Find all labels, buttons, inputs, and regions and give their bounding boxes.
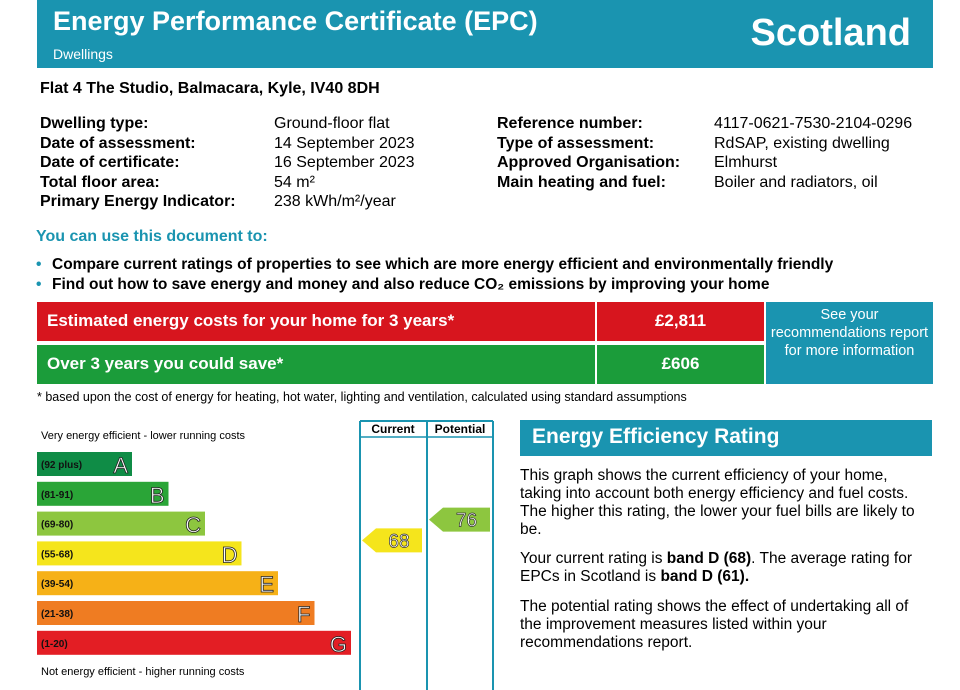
detail-label: Dwelling type:	[40, 115, 149, 132]
list-item: • Find out how to save energy and money a…	[36, 276, 770, 293]
band-g-bar	[37, 630, 351, 655]
detail-value: Boiler and radiators, oil	[714, 173, 878, 191]
band-letter-label: D	[222, 542, 238, 567]
band-range-label: (69-80)	[41, 520, 73, 531]
detail-value: 16 September 2023	[274, 154, 415, 171]
detail-label: Date of certificate:	[40, 154, 180, 171]
estimated-cost-row: Estimated energy costs for your home for…	[37, 302, 764, 341]
detail-label: Type of assessment:	[497, 134, 655, 152]
band-range-label: (81-91)	[41, 490, 73, 501]
band-range-label: (92 plus)	[41, 460, 82, 471]
details-right: Reference number: 4117-0621-7530-2104-029…	[497, 114, 912, 192]
eer-paragraph-1: This graph shows the current efficiency …	[520, 467, 915, 538]
average-band-text: band D (61).	[660, 568, 750, 585]
saving-label: Over 3 years you could save*	[47, 354, 284, 373]
footnote: * based upon the cost of energy for heat…	[37, 390, 687, 404]
country-label: Scotland	[750, 12, 911, 54]
detail-label: Main heating and fuel:	[497, 173, 666, 191]
estimated-cost-value: £2,811	[595, 302, 764, 341]
estimated-cost-label: Estimated energy costs for your home for…	[47, 311, 455, 330]
property-address: Flat 4 The Studio, Balmacara, Kyle, IV40…	[40, 80, 380, 97]
detail-value: 238 kWh/m²/year	[274, 193, 396, 210]
list-item: • Compare current ratings of properties t…	[36, 256, 834, 273]
detail-label: Date of assessment:	[40, 134, 196, 152]
page-subtitle: Dwellings	[53, 46, 113, 62]
energy-rating-chart: Current Potential Very energy efficient …	[37, 420, 494, 690]
page-title: Energy Performance Certificate (EPC)	[53, 6, 538, 36]
potential-column-header: Potential	[435, 422, 486, 436]
current-rating-value-label: 68	[388, 531, 409, 552]
band-d-bar	[37, 541, 242, 566]
chart-bottom-label: Not energy efficient - higher running co…	[41, 666, 245, 678]
band-c-bar	[37, 511, 205, 536]
band-range-label: (1-20)	[41, 639, 68, 650]
recommendations-box[interactable]: See your recommendations report for more…	[766, 302, 933, 384]
detail-value: 54 m²	[274, 173, 315, 191]
band-letter-label: F	[297, 602, 310, 627]
current-band-text: band D (68)	[666, 550, 752, 567]
band-range-label: (21-38)	[41, 609, 73, 620]
current-column-header: Current	[371, 422, 414, 436]
bullet-icon: •	[36, 276, 42, 293]
use-heading: You can use this document to:	[36, 228, 268, 245]
details-left: Dwelling type: Ground-floor flat Date of …	[40, 114, 415, 212]
band-a-bar	[37, 452, 132, 476]
band-f-bar	[37, 601, 315, 625]
band-range-label: (55-68)	[41, 549, 73, 560]
detail-label: Approved Organisation:	[497, 154, 681, 171]
eer-heading: Energy Efficiency Rating	[520, 420, 932, 456]
detail-value: 14 September 2023	[274, 134, 415, 152]
band-letter-label: G	[330, 632, 347, 657]
detail-label: Primary Energy Indicator:	[40, 193, 236, 210]
header-banner: Energy Performance Certificate (EPC) Dwe…	[37, 0, 933, 68]
current-rating-marker	[362, 528, 422, 553]
detail-value: RdSAP, existing dwelling	[714, 134, 890, 152]
band-b-bar	[37, 481, 169, 506]
detail-value: Ground-floor flat	[274, 115, 390, 132]
band-letter-label: E	[259, 572, 274, 597]
eer-paragraph-2: Your current rating is band D (68). The …	[520, 550, 913, 585]
cost-box: Estimated energy costs for your home for…	[37, 302, 764, 384]
band-letter-label: B	[150, 483, 165, 508]
detail-label: Reference number:	[497, 115, 643, 132]
potential-rating-value-label: 76	[456, 511, 477, 532]
saving-value: £606	[595, 345, 764, 384]
band-range-label: (39-54)	[41, 579, 73, 590]
detail-label: Total floor area:	[40, 173, 160, 191]
use-bullets: • Compare current ratings of properties t…	[36, 255, 833, 295]
saving-row: Over 3 years you could save* £606	[37, 345, 764, 384]
detail-value: 4117-0621-7530-2104-0296	[714, 115, 913, 132]
bullet-icon: •	[36, 256, 42, 273]
band-e-bar	[37, 571, 278, 596]
detail-value: Elmhurst	[714, 154, 778, 171]
band-letter-label: A	[113, 453, 128, 478]
band-letter-label: C	[185, 513, 201, 538]
rating-markers: 68 76	[362, 507, 490, 553]
eer-paragraph-3: The potential rating shows the effect of…	[520, 598, 909, 651]
rating-bands: (92 plus) A (81-91) B (69-80) C (55-68) D (39-54…	[37, 452, 351, 657]
chart-top-label: Very energy efficient - lower running co…	[41, 430, 246, 442]
potential-rating-marker	[429, 507, 490, 532]
